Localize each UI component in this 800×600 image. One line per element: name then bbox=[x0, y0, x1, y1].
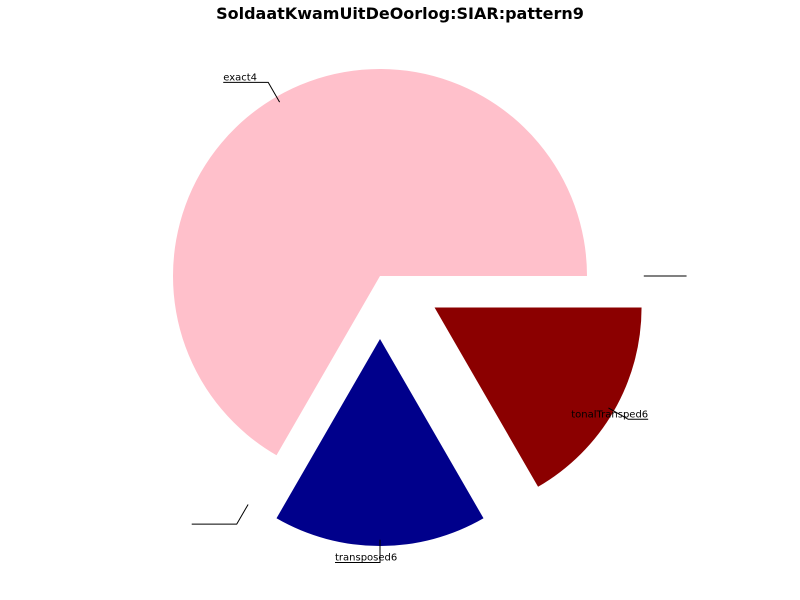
leader-line-transposed6 bbox=[335, 539, 381, 564]
slice-label-transposed6: transposed6 bbox=[335, 553, 397, 564]
leader-line-exact4 bbox=[223, 81, 281, 103]
pie-slices bbox=[172, 68, 642, 546]
leader-line-tonalTransped6 bbox=[608, 407, 649, 420]
pie-slice-exact4 bbox=[172, 68, 587, 456]
pie-slice-tonalTransped6 bbox=[434, 307, 642, 487]
leader-line-empty-1 bbox=[191, 504, 249, 525]
pie-labels: exact4 transposed6 tonalTransped6 bbox=[191, 72, 687, 564]
pie-slice-transposed6 bbox=[276, 339, 484, 546]
slice-label-exact4: exact4 bbox=[223, 72, 257, 83]
slice-label-tonalTransped6: tonalTransped6 bbox=[571, 409, 648, 420]
chart-title: SoldaatKwamUitDeOorlog:SIAR:pattern9 bbox=[216, 4, 584, 23]
